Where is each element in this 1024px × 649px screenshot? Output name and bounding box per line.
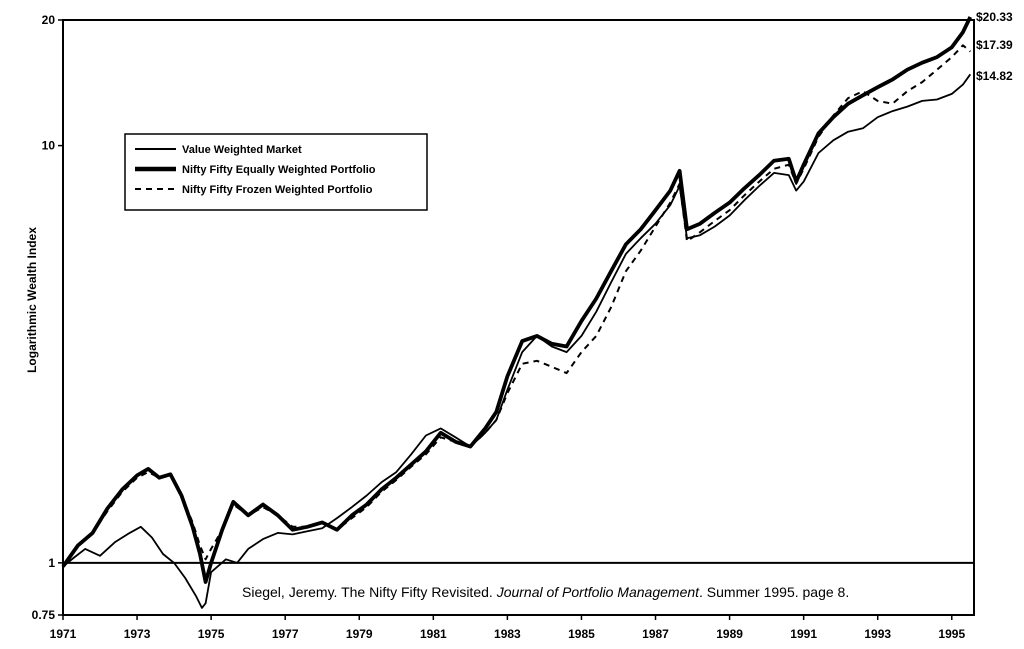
legend-label-frozen-weighted: Nifty Fifty Frozen Weighted Portfolio bbox=[182, 184, 373, 196]
x-tick-label: 1983 bbox=[494, 627, 521, 641]
series-value-weighted-market bbox=[62, 73, 972, 609]
end-value-label: $20.33 bbox=[976, 10, 1013, 24]
x-tick-label: 1981 bbox=[420, 627, 447, 641]
series-lines bbox=[61, 16, 973, 609]
x-tick-label: 1973 bbox=[124, 627, 151, 641]
x-tick-label: 1975 bbox=[198, 627, 225, 641]
x-tick-label: 1989 bbox=[716, 627, 743, 641]
series-nifty-fifty-frozen-weighted bbox=[62, 44, 971, 568]
citation-prefix: Siegel, Jeremy. The Nifty Fifty Revisite… bbox=[242, 584, 497, 600]
x-tick-label: 1971 bbox=[50, 627, 77, 641]
x-tick-label: 1993 bbox=[864, 627, 891, 641]
x-tick-label: 1987 bbox=[642, 627, 669, 641]
x-tick-label: 1977 bbox=[272, 627, 299, 641]
end-value-labels: $20.33 $17.39 $14.82 bbox=[976, 10, 1013, 83]
y-tick-label: 20 bbox=[42, 13, 56, 27]
end-value-label: $14.82 bbox=[976, 69, 1013, 83]
legend-label-value-weighted: Value Weighted Market bbox=[182, 144, 302, 156]
citation-journal: Journal of Portfolio Management bbox=[496, 584, 700, 600]
citation-suffix: . Summer 1995. page 8. bbox=[699, 584, 849, 600]
plot-frame bbox=[62, 19, 975, 616]
citation: Siegel, Jeremy. The Nifty Fifty Revisite… bbox=[242, 584, 849, 600]
x-tick-label: 1995 bbox=[938, 627, 965, 641]
x-tick-label: 1979 bbox=[346, 627, 373, 641]
series-nifty-fifty-equally-weighted bbox=[61, 16, 973, 584]
legend-box bbox=[124, 133, 428, 211]
end-value-label: $17.39 bbox=[976, 38, 1013, 52]
legend-label-equally-weighted: Nifty Fifty Equally Weighted Portfolio bbox=[182, 164, 376, 176]
y-tick-label: 0.75 bbox=[32, 608, 56, 622]
y-tick-label: 1 bbox=[48, 556, 55, 570]
y-tick-label: 10 bbox=[42, 139, 56, 153]
x-tick-label: 1991 bbox=[790, 627, 817, 641]
x-axis-ticks: 1971 1973 1975 1977 1979 1981 1983 1985 1987 1989… bbox=[50, 615, 965, 641]
legend: Value Weighted Market Nifty Fifty Equall… bbox=[124, 133, 428, 211]
x-tick-label: 1985 bbox=[568, 627, 595, 641]
y-axis-ticks: 0.75 1 10 20 bbox=[32, 13, 63, 622]
y-axis-label: Logarithmic Wealth Index bbox=[25, 227, 39, 373]
